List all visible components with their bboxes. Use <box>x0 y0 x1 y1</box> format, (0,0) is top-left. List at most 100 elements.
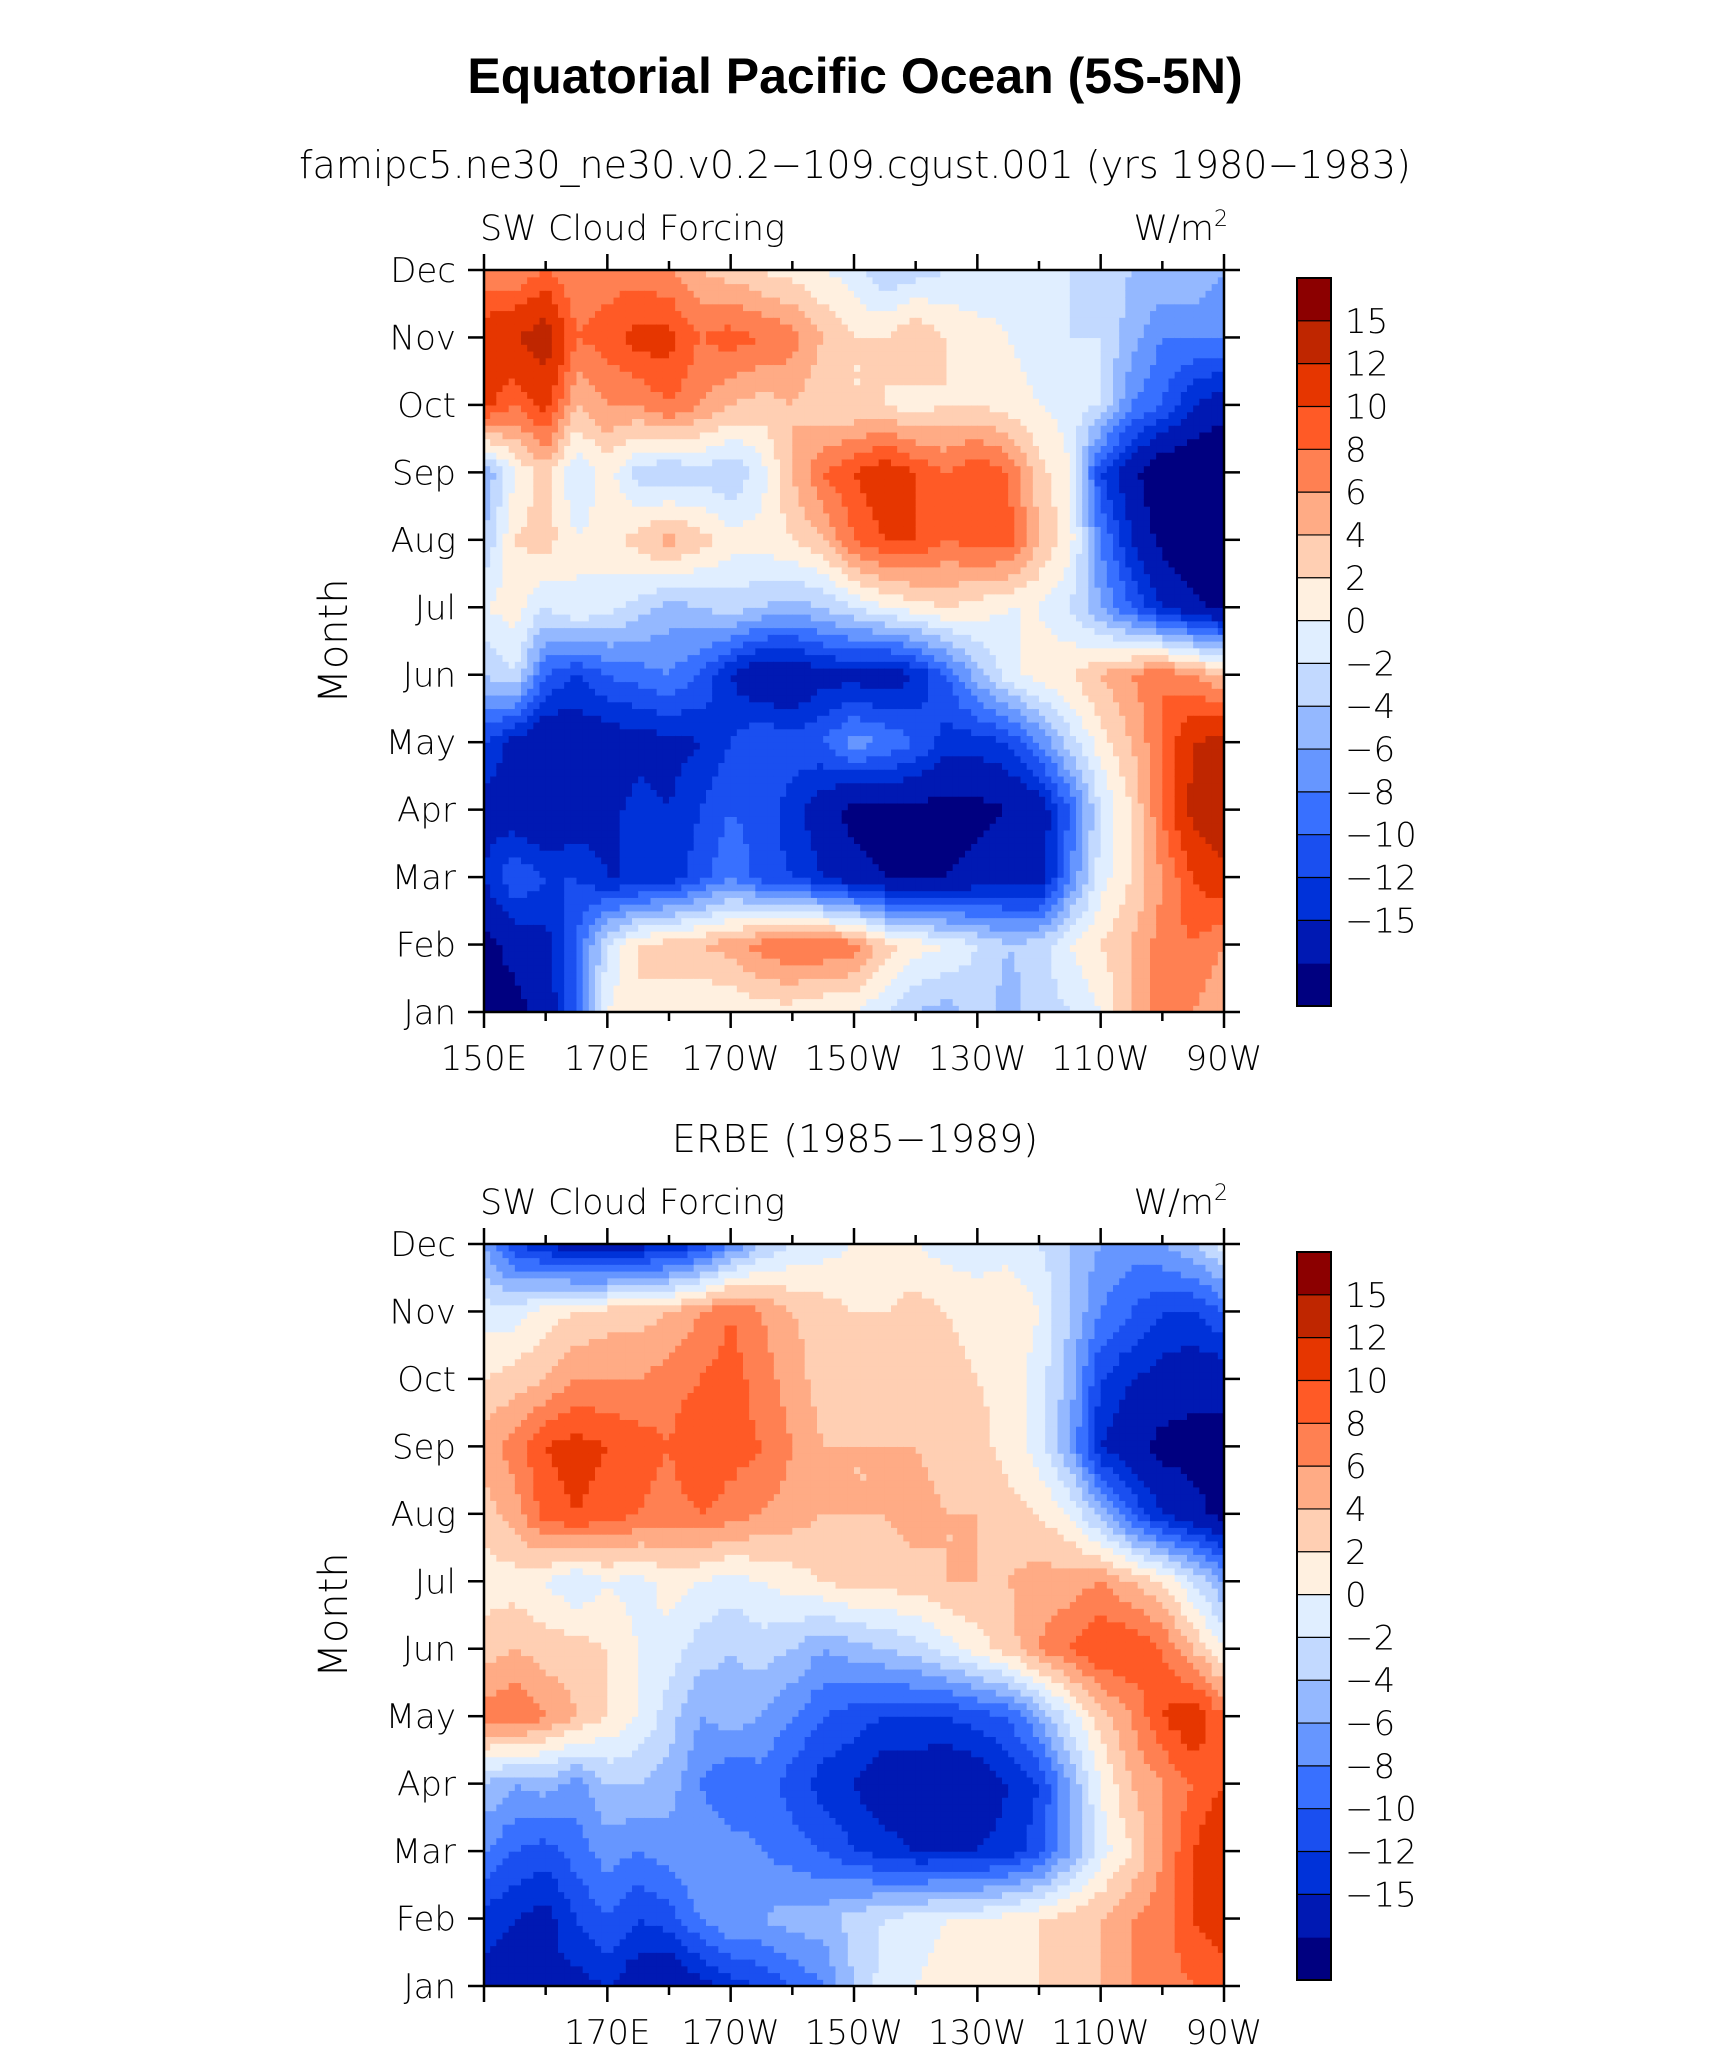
heatmap-cell <box>736 991 744 1000</box>
heatmap-cell <box>681 499 689 507</box>
heatmap-cell <box>607 350 615 359</box>
heatmap-cell <box>514 330 522 339</box>
heatmap-cell <box>650 431 658 440</box>
heatmap-cell <box>588 782 596 790</box>
heatmap-cell <box>699 587 707 595</box>
heatmap-cell <box>749 404 756 413</box>
heatmap-cell <box>533 431 541 440</box>
heatmap-cell <box>699 870 707 878</box>
heatmap-cell <box>718 701 726 710</box>
heatmap-cell <box>601 661 608 669</box>
heatmap-cell <box>490 769 497 777</box>
heatmap-cell <box>687 735 695 743</box>
heatmap-cell <box>687 472 695 480</box>
heatmap-cell <box>687 802 695 811</box>
heatmap-cell <box>490 506 497 514</box>
heatmap-cell <box>613 715 621 723</box>
heatmap-cell <box>607 816 615 824</box>
heatmap-cell <box>539 323 547 332</box>
heatmap-cell <box>588 499 596 507</box>
heatmap-cell <box>625 762 633 770</box>
heatmap-cell <box>601 836 608 844</box>
heatmap-cell <box>687 715 695 723</box>
heatmap-cell <box>662 371 670 379</box>
heatmap-cell <box>570 823 578 831</box>
heatmap-cell <box>749 823 756 831</box>
heatmap-cell <box>490 620 497 629</box>
heatmap-cell <box>656 357 664 366</box>
heatmap-cell <box>490 539 497 548</box>
heatmap-cell <box>662 809 670 817</box>
heatmap-cell <box>712 661 719 669</box>
heatmap-cell <box>502 337 510 345</box>
heatmap-cell <box>582 958 590 966</box>
heatmap-cell <box>687 823 695 831</box>
heatmap-cell <box>761 897 769 905</box>
heatmap-cell <box>551 634 559 642</box>
heatmap-cell <box>508 276 516 285</box>
heatmap-cell <box>755 735 763 743</box>
heatmap-cell <box>508 485 516 494</box>
heatmap-cell <box>736 607 744 615</box>
heatmap-cell <box>496 883 504 892</box>
heatmap-cell <box>736 512 744 521</box>
heatmap-cell <box>625 452 633 460</box>
heatmap-cell <box>693 553 701 561</box>
heatmap-cell <box>755 283 763 291</box>
heatmap-cell <box>595 998 602 1006</box>
heatmap-cell <box>625 431 633 440</box>
heatmap-cell <box>755 775 763 784</box>
heatmap-cell <box>595 404 602 413</box>
heatmap-cell <box>551 398 559 406</box>
heatmap-cell <box>687 411 695 419</box>
heatmap-cell <box>644 377 652 386</box>
heatmap-cell <box>484 276 491 285</box>
heatmap-cell <box>595 330 602 339</box>
heatmap-cell <box>490 991 497 1000</box>
heatmap-cell <box>681 357 689 366</box>
heatmap-cell <box>613 431 621 440</box>
heatmap-cell <box>712 283 719 291</box>
heatmap-cell <box>706 357 713 366</box>
heatmap-cell <box>706 553 713 561</box>
heatmap-cell <box>545 296 553 305</box>
heatmap-cell <box>638 364 645 372</box>
heatmap-cell <box>607 910 615 919</box>
heatmap-cell <box>699 769 707 777</box>
heatmap-cell <box>724 715 732 723</box>
heatmap-cell <box>681 755 689 764</box>
heatmap-cell <box>681 479 689 487</box>
heatmap-cell <box>644 748 652 757</box>
heatmap-cell <box>736 856 744 865</box>
heatmap-cell <box>582 330 590 339</box>
heatmap-cell <box>496 296 504 305</box>
heatmap-cell <box>749 614 756 622</box>
heatmap-cell <box>749 755 756 764</box>
heatmap-cell <box>551 735 559 743</box>
heatmap-cell <box>718 330 726 339</box>
heatmap-cell <box>551 303 559 312</box>
heatmap-cell <box>533 647 541 656</box>
heatmap-cell <box>582 438 590 446</box>
heatmap-cell <box>533 533 541 541</box>
heatmap-cell <box>521 539 528 548</box>
heatmap-cell <box>551 951 559 959</box>
heatmap-cell <box>521 526 528 534</box>
heatmap-cell <box>521 748 528 757</box>
heatmap-cell <box>508 290 516 298</box>
heatmap-cell <box>644 452 652 460</box>
heatmap-cell <box>687 445 695 453</box>
heatmap-cell <box>736 283 744 291</box>
heatmap-cell <box>706 364 713 372</box>
heatmap-cell <box>502 296 510 305</box>
heatmap-cell <box>644 296 652 305</box>
heatmap-cell <box>582 667 590 676</box>
heatmap-cell <box>662 836 670 844</box>
heatmap-cell <box>539 910 547 919</box>
heatmap-cell <box>508 317 516 325</box>
heatmap-cell <box>644 964 652 973</box>
heatmap-cell <box>724 445 732 453</box>
heatmap-cell <box>638 661 645 669</box>
heatmap-cell <box>551 539 559 548</box>
heatmap-cell <box>644 553 652 561</box>
